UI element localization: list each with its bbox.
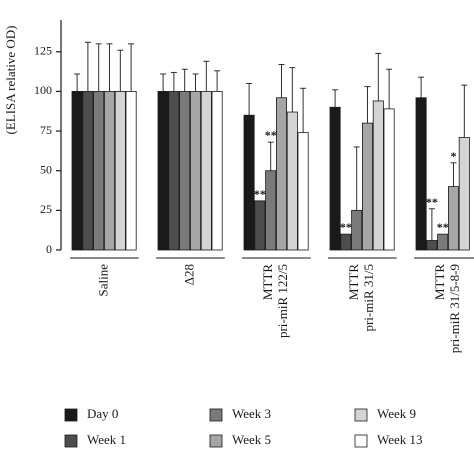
bar [265, 170, 277, 251]
y-tick-label: 0 [46, 242, 52, 256]
significance-marker: ** [265, 128, 277, 142]
bar [351, 209, 363, 251]
bar [168, 91, 180, 251]
significance-markers: *********** [254, 128, 457, 234]
bar [426, 240, 438, 251]
bar [286, 111, 298, 251]
legend-label: Week 13 [377, 432, 423, 447]
significance-marker: ** [340, 220, 352, 234]
legend-swatch [209, 434, 223, 448]
bar [157, 91, 169, 251]
legend-swatch [354, 408, 368, 422]
bar [458, 137, 470, 251]
legend-swatch [64, 434, 78, 448]
legend-swatch [209, 408, 223, 422]
significance-marker: * [451, 149, 457, 163]
bar [114, 91, 126, 251]
bar [82, 91, 94, 251]
significance-marker: ** [254, 187, 266, 201]
legend-label: Week 1 [87, 432, 126, 447]
bar [297, 132, 309, 251]
bar [179, 91, 191, 251]
group-label: pri-miR 31/5-8-9 [447, 264, 462, 353]
legend-swatch [354, 434, 368, 448]
bar [211, 91, 223, 251]
y-tick-label: 100 [34, 83, 52, 97]
bar [372, 100, 384, 251]
error-bars [74, 41, 468, 241]
legend-label: Week 5 [232, 432, 271, 447]
group-label: MTTR [260, 264, 275, 300]
y-tick-label: 50 [40, 162, 52, 176]
bar [200, 91, 212, 251]
group-label: MTTR [432, 264, 447, 300]
bar [340, 233, 352, 251]
axes: 0 25 50 75 100 125 [34, 20, 62, 256]
bar [415, 97, 427, 251]
bar [254, 200, 266, 251]
legend-label: Week 9 [377, 406, 416, 421]
group-label: pri-miR 122/5 [275, 264, 290, 338]
y-tick-label: 75 [40, 123, 52, 137]
bar [71, 91, 83, 251]
legend-swatch [64, 408, 78, 422]
y-tick-label: 25 [40, 202, 52, 216]
bar [104, 91, 116, 251]
legend-label: Week 3 [232, 406, 271, 421]
y-axis-label: (ELISA relative OD) [3, 25, 18, 134]
group-label: Saline [95, 264, 110, 297]
significance-marker: ** [426, 195, 438, 209]
group-label: Δ28 [181, 264, 196, 285]
group-label: MTTR [346, 264, 361, 300]
y-tick-label: 125 [34, 44, 52, 58]
bar [383, 108, 395, 251]
bar [125, 91, 137, 251]
bar [447, 186, 459, 251]
bars [71, 91, 470, 251]
legend-label: Day 0 [87, 406, 118, 421]
bar [243, 114, 255, 251]
bar [189, 91, 201, 251]
bar [329, 106, 341, 251]
legend: Day 0 Week 1 Week 3 Week 5 Week 9 Week 13 [64, 406, 423, 448]
significance-marker: ** [437, 220, 449, 234]
bar [361, 122, 373, 251]
group-labels: Saline Δ28 MTTR pri-miR 122/5 MTTR pri-miR 31… [70, 257, 474, 353]
bar [275, 97, 287, 251]
bar [437, 233, 449, 251]
bar [93, 91, 105, 251]
group-label: pri-miR 31/5 [361, 264, 376, 332]
